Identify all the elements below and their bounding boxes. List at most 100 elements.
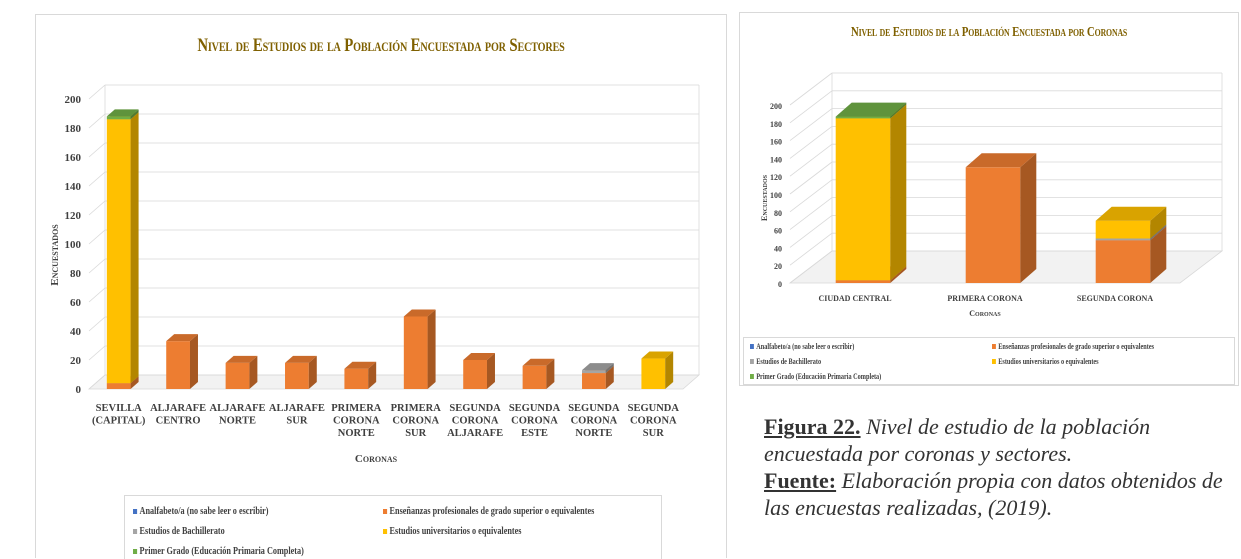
- sectores-chart-panel: Nivel de Estudios de la Población Encues…: [35, 14, 727, 559]
- legend-swatch: [133, 549, 138, 554]
- bar-front: [835, 116, 891, 119]
- y-tick-label: 0: [76, 384, 82, 396]
- bar-front: [403, 316, 428, 389]
- x-tick-label: CORONA: [630, 416, 677, 427]
- bar-side: [308, 355, 317, 389]
- bar-top: [403, 309, 436, 317]
- x-tick-label: CORONA: [392, 416, 439, 427]
- legend-item: Estudios universitarios o equivalentes: [383, 526, 521, 537]
- bar-side: [1020, 153, 1037, 283]
- y-tick-label: 0: [778, 280, 782, 289]
- x-tick-label: ALJARAFE: [269, 403, 325, 414]
- y-tick-label: 20: [70, 355, 82, 367]
- bar-side: [130, 376, 139, 389]
- bar-side: [130, 109, 139, 120]
- figure-caption: Figura 22. Nivel de estudio de la poblac…: [764, 413, 1240, 521]
- bar-side: [890, 104, 907, 281]
- gridline: [88, 229, 106, 245]
- bar-front: [641, 358, 666, 389]
- bar-front: [582, 373, 606, 389]
- bar-top: [965, 153, 1037, 168]
- legend-label: Enseñanzas profesionales de grado superi…: [389, 506, 595, 517]
- bar-side: [427, 309, 436, 389]
- y-tick-label: 100: [770, 191, 782, 200]
- bar-side: [890, 102, 907, 119]
- legend-item: Primer Grado (Educación Primaria Complet…: [133, 546, 304, 557]
- gridline: [789, 126, 833, 159]
- bar-segment: [582, 363, 614, 374]
- legend-swatch: [750, 359, 754, 364]
- bar-side: [1150, 226, 1167, 283]
- gridline: [88, 200, 106, 216]
- x-tick-label: ESTE: [521, 428, 548, 439]
- coronas-chart-plot: 0 20 40 60 80 100 120 140 160 180 200 CIUDAD CENTRA…: [760, 72, 1224, 318]
- bar-side: [368, 361, 377, 389]
- source-label: Fuente:: [764, 468, 837, 493]
- y-tick-label: 40: [70, 326, 82, 338]
- bar-front: [1095, 238, 1151, 241]
- bar-side: [486, 353, 495, 389]
- gridline: [789, 108, 833, 141]
- gridline: [88, 142, 106, 158]
- bar-top: [106, 109, 139, 117]
- legend-item: Enseñanzas profesionales de grado superi…: [992, 342, 1154, 351]
- y-tick-label: 180: [65, 123, 82, 135]
- x-tick-label: CORONA: [571, 416, 618, 427]
- source-text: Elaboración propia con datos obtenidos d…: [764, 468, 1223, 520]
- y-tick-label: 80: [70, 268, 82, 280]
- x-tick-label: CORONA: [452, 416, 499, 427]
- bar-side: [665, 351, 674, 389]
- legend-label: Primer Grado (Educación Primaria Complet…: [139, 546, 304, 557]
- legend-label: Primer Grado (Educación Primaria Complet…: [756, 372, 882, 381]
- chart-legend: Analfabeto/a (no sabe leer o escribir) En…: [743, 337, 1235, 385]
- legend-swatch: [133, 529, 138, 534]
- bar-top: [522, 358, 555, 366]
- legend-item: Analfabeto/a (no sabe leer o escribir): [750, 342, 854, 351]
- gridline: [789, 215, 833, 248]
- y-tick-label: 60: [70, 297, 82, 309]
- bar-side: [189, 334, 198, 389]
- gridline: [88, 374, 106, 390]
- legend-swatch: [992, 344, 996, 349]
- legend-item: Estudios de Bachillerato: [750, 357, 821, 366]
- chart-title: Nivel de Estudios de la Población Encues…: [850, 25, 1128, 40]
- bar-top: [1095, 206, 1167, 221]
- bar-top: [166, 334, 198, 342]
- figure-text: Nivel de estudio de la población encuest…: [764, 414, 1151, 466]
- gridline: [88, 171, 106, 187]
- bar-segment: [835, 104, 907, 281]
- bar-top: [582, 363, 614, 371]
- legend-swatch: [133, 509, 138, 514]
- bar-top: [835, 102, 907, 117]
- legend-swatch: [750, 344, 754, 349]
- bar-front: [463, 360, 487, 389]
- legend-item: Primer Grado (Educación Primaria Complet…: [750, 372, 881, 381]
- x-tick-label: CENTRO: [156, 416, 201, 427]
- bar-front: [835, 280, 891, 283]
- legend-item: Estudios de Bachillerato: [133, 526, 225, 537]
- bar-front: [1095, 240, 1151, 283]
- bar-side: [249, 355, 258, 389]
- gridline: [88, 258, 106, 274]
- x-axis-title: Coronas: [355, 453, 398, 465]
- x-tick-label: NORTE: [575, 428, 612, 439]
- chart-legend: Analfabeto/a (no sabe leer o escribir) En…: [124, 495, 662, 559]
- x-tick-label: ALJARAFE: [209, 403, 265, 414]
- x-tick-label: CIUDAD CENTRAL: [818, 294, 891, 303]
- gridline: [88, 287, 106, 303]
- figure-label: Figura 22.: [764, 414, 861, 439]
- x-tick-label: PRIMERA: [391, 403, 442, 414]
- x-tick-label: SEGUNDA: [568, 403, 620, 414]
- legend-item: Enseñanzas profesionales de grado superi…: [383, 506, 594, 517]
- legend-swatch: [750, 374, 754, 379]
- legend-item: Estudios universitarios o equivalentes: [992, 357, 1099, 366]
- bar-front: [106, 119, 131, 384]
- legend-item: Analfabeto/a (no sabe leer o escribir): [133, 506, 269, 517]
- bar-segment: [1095, 206, 1167, 239]
- x-tick-label: ALJARAFE: [150, 403, 206, 414]
- bar-segment: [463, 353, 495, 389]
- bar-segment: [285, 355, 317, 389]
- bar-top: [225, 355, 258, 363]
- x-tick-label: PRIMERA CORONA: [947, 294, 1023, 303]
- y-tick-label: 160: [770, 138, 782, 147]
